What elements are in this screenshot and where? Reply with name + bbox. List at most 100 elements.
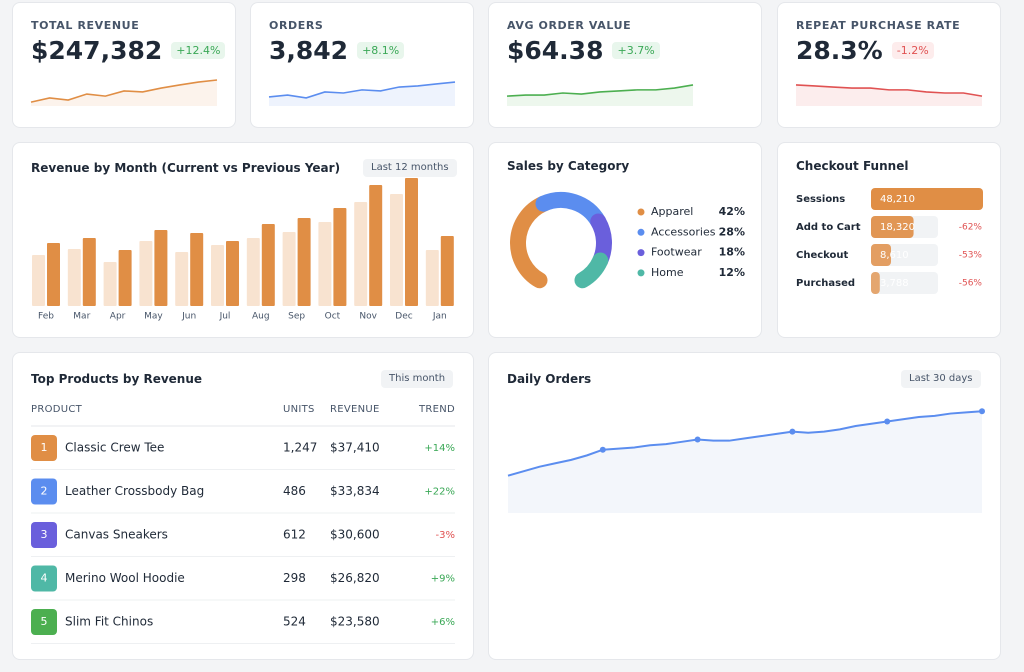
x-tick-label: May <box>144 312 163 322</box>
funnel-value: 18,320 <box>880 222 915 233</box>
units: 1,247 <box>283 441 317 455</box>
kpi-value: 3,842 <box>269 36 349 65</box>
kpi-value: $247,382 <box>31 36 163 65</box>
legend-value: 28% <box>719 225 745 238</box>
kpi-value-row: 28.3% -1.2% <box>796 38 934 63</box>
funnel-stage: Checkout <box>796 250 849 261</box>
line-marker <box>979 408 985 415</box>
kpi-value-row: 3,842 +8.1% <box>269 36 405 65</box>
line-marker <box>694 436 701 443</box>
kpi-label: TOTAL REVENUE <box>31 19 140 32</box>
x-tick-label: Dec <box>395 312 412 322</box>
x-tick-label: Oct <box>325 312 341 322</box>
line-marker <box>599 446 606 453</box>
legend-label: Accessories <box>651 225 716 238</box>
revenue: $37,410 <box>330 441 380 455</box>
legend-dot <box>637 269 645 277</box>
trend: +9% <box>431 574 455 585</box>
x-tick-label: Mar <box>73 312 90 322</box>
kpi-change: -1.2% <box>891 42 934 59</box>
bar <box>440 236 454 306</box>
bar <box>297 218 311 306</box>
funnel-drop: -62% <box>959 223 983 233</box>
legend-value: 42% <box>719 205 745 218</box>
sparkline <box>795 84 983 97</box>
trend: +22% <box>424 487 455 498</box>
product-name: Merino Wool Hoodie <box>65 571 185 585</box>
revenue: $33,834 <box>330 484 380 498</box>
x-tick-label: Aug <box>252 312 270 322</box>
kpi-card <box>777 2 1001 128</box>
x-tick-label: Sep <box>288 312 305 322</box>
kpi-card <box>12 2 236 128</box>
line <box>507 410 983 477</box>
funnel-value: 48,210 <box>880 194 915 205</box>
product-name: Leather Crossbody Bag <box>65 484 204 498</box>
legend-label: Apparel <box>651 205 693 218</box>
units: 298 <box>283 571 306 585</box>
x-tick-label: Jul <box>219 312 231 322</box>
product-name: Classic Crew Tee <box>65 441 164 455</box>
rank: 5 <box>41 615 48 628</box>
rank-badge <box>31 435 57 461</box>
trend: +14% <box>424 443 455 454</box>
legend-label: Home <box>651 266 684 279</box>
bar <box>47 243 60 306</box>
revenue: $26,820 <box>330 571 380 585</box>
sparkline-area <box>269 82 455 106</box>
line-marker <box>789 428 796 435</box>
funnel-track <box>871 272 938 294</box>
card-title: Daily Orders <box>507 372 592 386</box>
legend-label: Footwear <box>651 246 702 259</box>
rank: 2 <box>41 485 48 498</box>
bar <box>405 178 418 306</box>
legend-value: 18% <box>719 246 745 259</box>
funnel-stage: Add to Cart <box>796 222 861 233</box>
funnel-card <box>777 142 1001 338</box>
funnel-stage: Sessions <box>796 194 845 205</box>
card-title: Checkout Funnel <box>796 159 909 173</box>
rank: 3 <box>41 528 48 541</box>
column-header: UNITS <box>283 404 315 415</box>
bar <box>226 241 239 306</box>
revenue: $30,600 <box>330 528 380 542</box>
legend-dot <box>637 249 645 257</box>
units: 486 <box>283 484 306 498</box>
x-tick-label: Feb <box>38 312 54 322</box>
donut-segment <box>574 252 609 289</box>
kpi-value: $64.38 <box>507 36 604 65</box>
bar <box>354 202 368 306</box>
trend: -3% <box>436 530 455 541</box>
rank-badge <box>31 522 57 548</box>
rank: 1 <box>41 441 48 454</box>
kpi-value-row: $247,382 +12.4% <box>31 36 226 65</box>
x-tick-label: Apr <box>110 312 126 322</box>
bar <box>154 230 168 306</box>
range-badge[interactable]: This month <box>381 370 454 388</box>
bar <box>261 224 275 306</box>
range-badge[interactable]: Last 12 months <box>363 159 457 177</box>
card-title: Sales by Category <box>507 159 630 173</box>
bar <box>32 255 45 306</box>
funnel-drop: -56% <box>959 279 983 289</box>
x-tick-label: Jan <box>432 312 447 322</box>
bar <box>103 262 117 306</box>
range-badge[interactable]: Last 30 days <box>901 370 981 388</box>
kpi-change: +3.7% <box>612 42 660 59</box>
donut-segment <box>535 192 607 230</box>
card-title: Top Products by Revenue <box>31 372 203 386</box>
sparkline <box>506 84 694 97</box>
line-marker <box>884 418 891 425</box>
kpi-label: AVG ORDER VALUE <box>507 19 632 32</box>
kpi-label: REPEAT PURCHASE RATE <box>796 19 961 32</box>
kpi-value: 28.3% <box>796 36 883 65</box>
sparkline-area <box>796 84 982 106</box>
column-header: TREND <box>418 404 455 415</box>
rank: 4 <box>41 572 48 585</box>
bar <box>67 249 81 306</box>
bar <box>333 208 347 306</box>
units: 524 <box>283 615 306 629</box>
funnel-value: 8,610 <box>880 250 909 261</box>
